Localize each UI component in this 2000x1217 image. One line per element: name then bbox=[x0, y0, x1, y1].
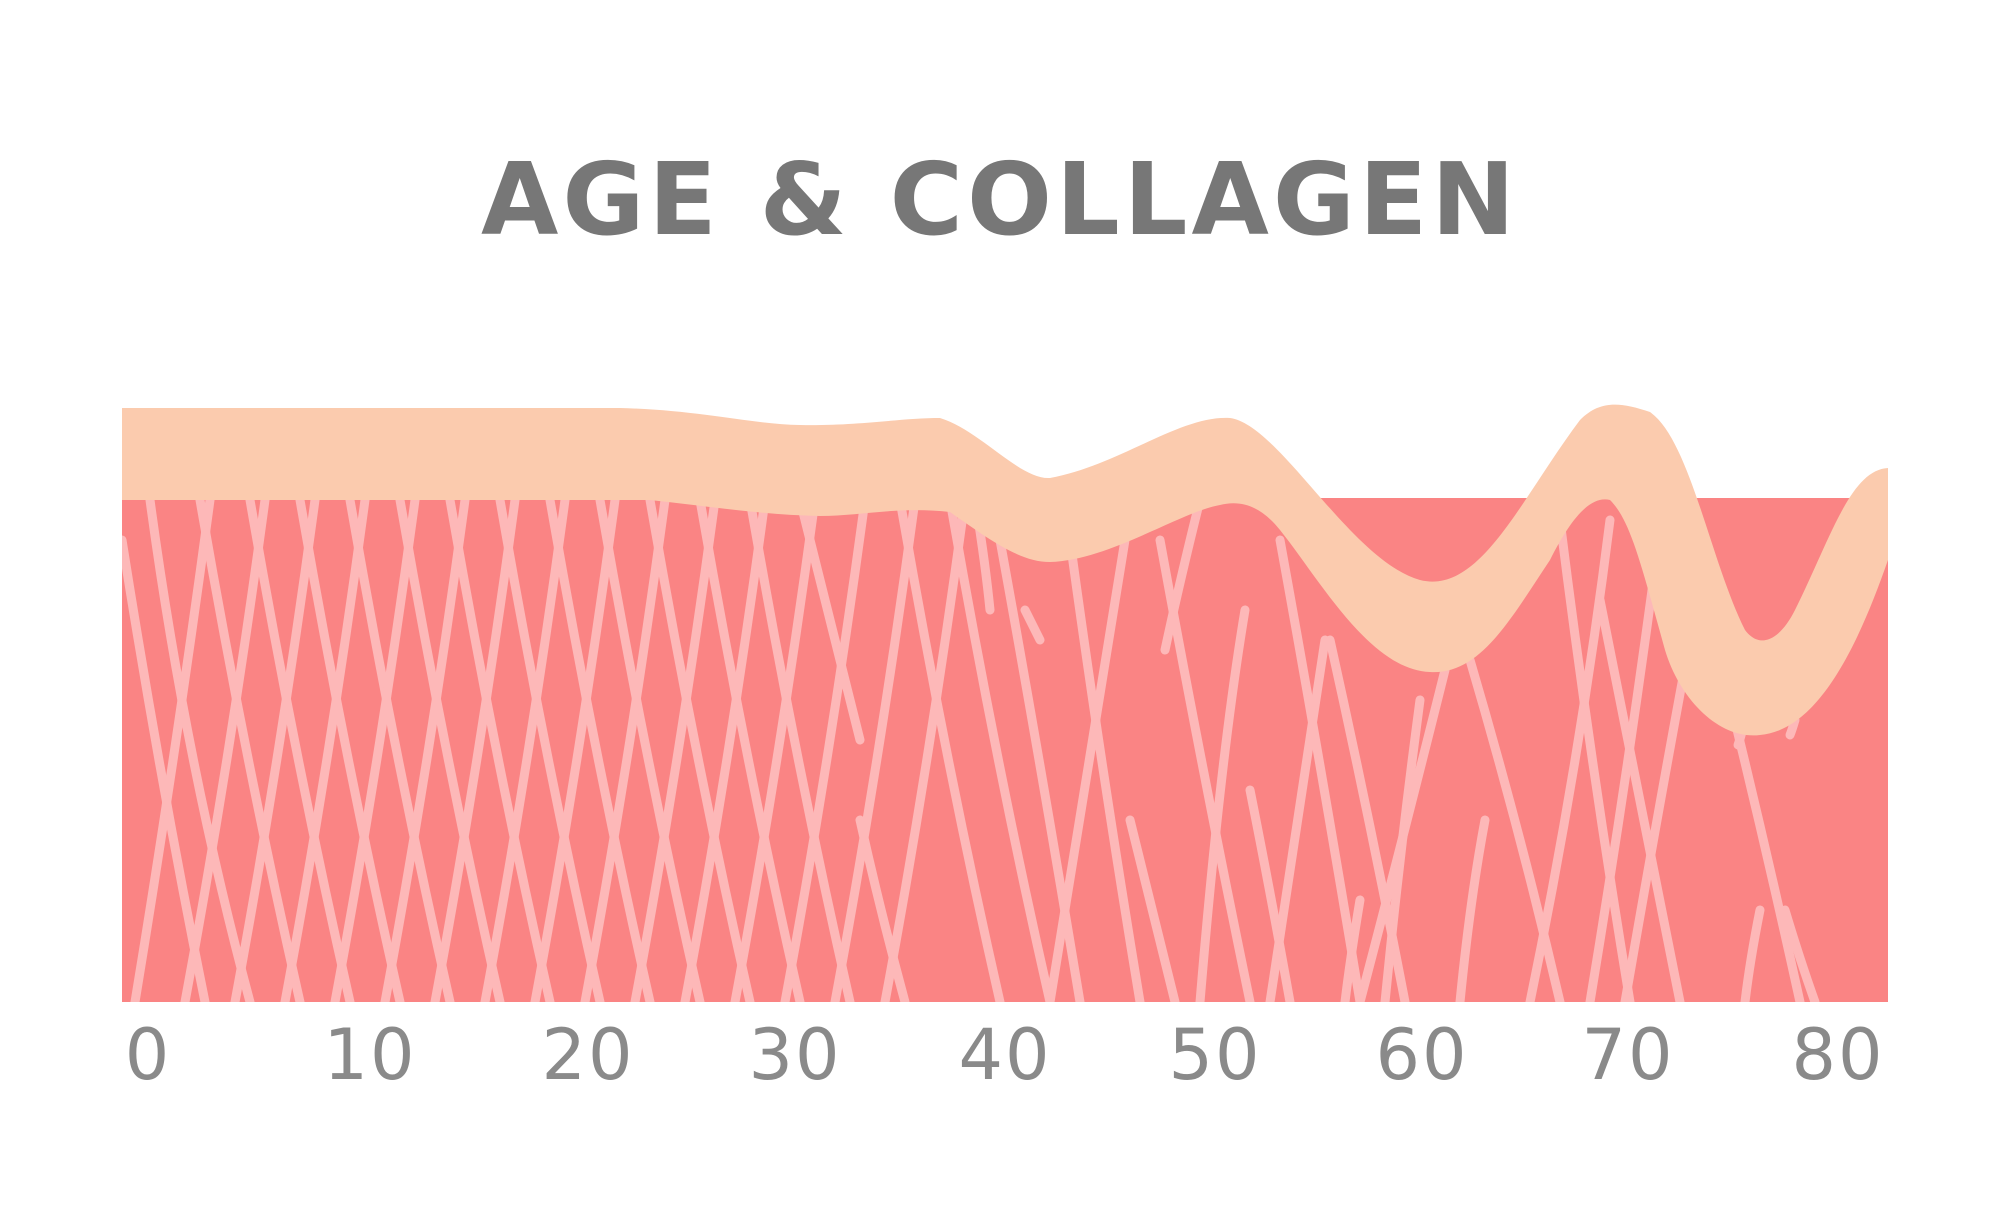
epidermis-layer bbox=[122, 404, 1888, 736]
age-tick: 40 bbox=[958, 1014, 1052, 1096]
age-tick: 70 bbox=[1581, 1014, 1675, 1096]
age-tick: 0 bbox=[124, 1014, 172, 1096]
diagram-title: AGE & COLLAGEN bbox=[481, 141, 1519, 258]
age-tick: 30 bbox=[748, 1014, 842, 1096]
age-tick: 10 bbox=[323, 1014, 417, 1096]
age-tick: 80 bbox=[1791, 1014, 1885, 1096]
collagen-fibers-young bbox=[122, 498, 1055, 1002]
age-tick: 20 bbox=[541, 1014, 635, 1096]
age-tick: 50 bbox=[1168, 1014, 1262, 1096]
age-tick: 60 bbox=[1375, 1014, 1469, 1096]
age-axis: 0 10 20 30 40 50 60 70 80 bbox=[0, 1020, 2000, 1130]
